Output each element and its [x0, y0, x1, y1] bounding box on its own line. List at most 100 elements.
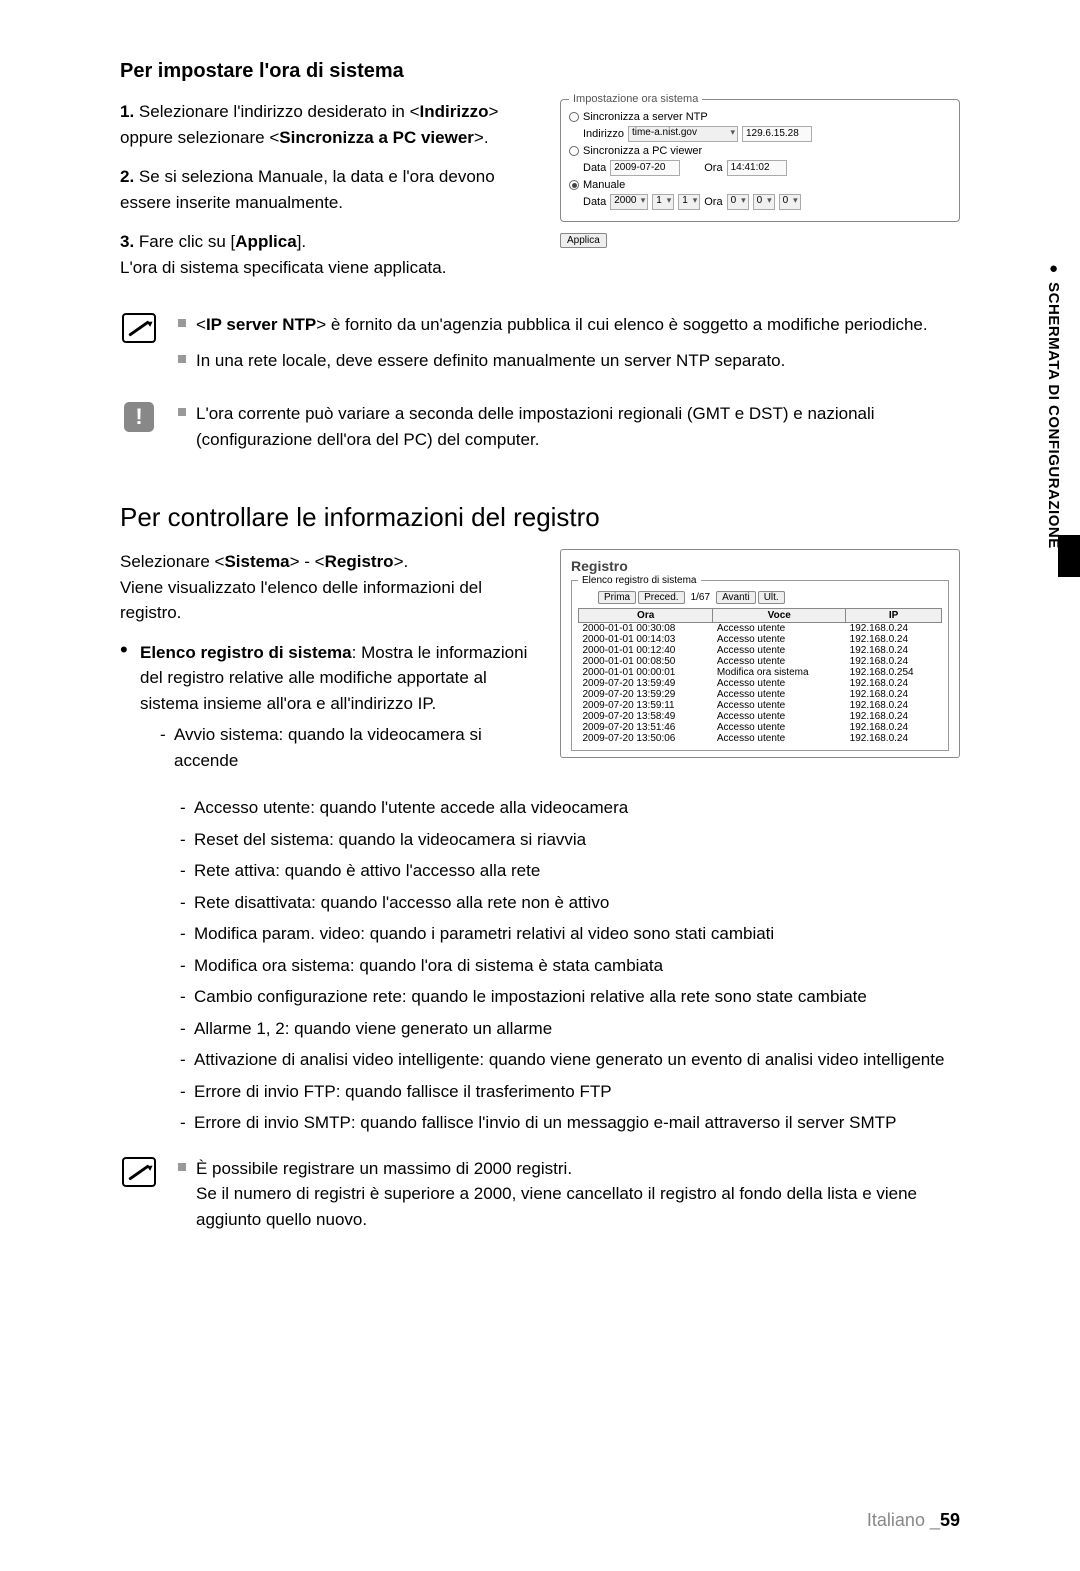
step1-e: >. [474, 128, 489, 147]
table-row: 2000-01-01 00:30:08Accesso utente192.168… [579, 623, 942, 635]
opt-pc: Sincronizza a PC viewer [583, 145, 702, 157]
note1-a: < [196, 315, 206, 334]
pencil-note-icon [120, 1156, 158, 1188]
opt-ntp: Sincronizza a server NTP [583, 111, 708, 123]
step3-b: Applica [235, 232, 296, 251]
cell-ip: 192.168.0.254 [846, 667, 942, 678]
m-time-label: Ora [704, 196, 722, 208]
table-row: 2009-07-20 13:59:11Accesso utente192.168… [579, 700, 942, 711]
intro-f: Viene visualizzato l'elenco delle inform… [120, 578, 482, 623]
table-row: 2009-07-20 13:59:29Accesso utente192.168… [579, 689, 942, 700]
pager-prima[interactable]: Prima [598, 591, 636, 604]
cell-ora: 2000-01-01 00:14:03 [579, 634, 713, 645]
note2-line1: L'ora corrente può variare a seconda del… [196, 401, 960, 452]
note-1: <IP server NTP> è fornito da un'agenzia … [120, 312, 960, 383]
note3-line2: Se il numero di registri è superiore a 2… [196, 1184, 917, 1229]
cell-ip: 192.168.0.24 [846, 623, 942, 635]
sidebar-marker [1058, 535, 1080, 577]
dash-3: Reset del sistema: quando la videocamera… [180, 827, 960, 853]
dash-2: Accesso utente: quando l'utente accede a… [180, 795, 960, 821]
bullet-elenco: Elenco registro di sistema: Mostra le in… [120, 640, 536, 774]
dash-12: Errore di invio SMTP: quando fallisce l'… [180, 1110, 960, 1136]
cell-ora: 2009-07-20 13:51:46 [579, 722, 713, 733]
cell-ip: 192.168.0.24 [846, 700, 942, 711]
note-3: È possibile registrare un massimo di 200… [120, 1156, 960, 1243]
pager-ult[interactable]: Ult. [758, 591, 785, 604]
addr-ip: 129.6.15.28 [742, 126, 812, 142]
col-ora: Ora [579, 609, 713, 623]
table-row: 2000-01-01 00:00:01Modifica ora sistema1… [579, 667, 942, 678]
step2-body: Se si seleziona Manuale, la data e l'ora… [120, 167, 495, 212]
section2-row: Selezionare <Sistema> - <Registro>. Vien… [120, 549, 960, 779]
note-2: ! L'ora corrente può variare a seconda d… [120, 401, 960, 462]
dash-list-cont: Accesso utente: quando l'utente accede a… [120, 795, 960, 1136]
dash-9: Allarme 1, 2: quando viene generato un a… [180, 1016, 960, 1042]
cell-voce: Accesso utente [713, 689, 846, 700]
intro-e: >. [394, 552, 409, 571]
pc-date: 2009-07-20 [610, 160, 680, 176]
dash-11: Errore di invio FTP: quando fallisce il … [180, 1079, 960, 1105]
table-row: 2000-01-01 00:12:40Accesso utente192.168… [579, 645, 942, 656]
addr-select[interactable]: time-a.nist.gov [628, 126, 738, 142]
pencil-note-icon [120, 312, 158, 344]
cell-voce: Accesso utente [713, 733, 846, 744]
step2-num: 2. [120, 167, 134, 186]
note1-b: IP server NTP [206, 315, 316, 334]
cell-ora: 2009-07-20 13:50:06 [579, 733, 713, 744]
table-row: 2000-01-01 00:08:50Accesso utente192.168… [579, 656, 942, 667]
step3-num: 3. [120, 232, 134, 251]
radio-ntp[interactable] [569, 112, 579, 122]
m-mon[interactable]: 1 [652, 194, 674, 210]
table-row: 2009-07-20 13:58:49Accesso utente192.168… [579, 711, 942, 722]
bullet-icon [178, 1163, 186, 1171]
cell-voce: Modifica ora sistema [713, 667, 846, 678]
intro-a: Selezionare < [120, 552, 224, 571]
m-s[interactable]: 0 [779, 194, 801, 210]
cell-ip: 192.168.0.24 [846, 656, 942, 667]
dash-1: Avvio sistema: quando la videocamera si … [160, 722, 536, 773]
registro-title: Registro [571, 558, 949, 574]
note1-line2: In una rete locale, deve essere definito… [196, 348, 785, 374]
cell-ora: 2000-01-01 00:30:08 [579, 623, 713, 635]
apply-button[interactable]: Applica [560, 233, 607, 248]
cell-ip: 192.168.0.24 [846, 733, 942, 744]
pager-avanti[interactable]: Avanti [716, 591, 756, 604]
table-row: 2009-07-20 13:59:49Accesso utente192.168… [579, 678, 942, 689]
m-m[interactable]: 0 [753, 194, 775, 210]
section1-text: 1. Selezionare l'indirizzo desiderato in… [120, 99, 536, 294]
cell-ora: 2000-01-01 00:00:01 [579, 667, 713, 678]
pager-page: 1/67 [691, 592, 710, 603]
m-h[interactable]: 0 [727, 194, 749, 210]
pager-preced[interactable]: Preced. [638, 591, 684, 604]
note1-c: > è fornito da un'agenzia pubblica il cu… [316, 315, 927, 334]
time-settings-panel: Impostazione ora sistema Sincronizza a s… [560, 99, 960, 294]
time-legend: Impostazione ora sistema [569, 93, 702, 105]
m-day[interactable]: 1 [678, 194, 700, 210]
sidebar-label: ● SCHERMATA DI CONFIGURAZIONE [1045, 260, 1062, 549]
cell-ip: 192.168.0.24 [846, 645, 942, 656]
step-1: 1. Selezionare l'indirizzo desiderato in… [120, 99, 536, 150]
cell-voce: Accesso utente [713, 634, 846, 645]
dash-8: Cambio configurazione rete: quando le im… [180, 984, 960, 1010]
dash-10: Attivazione di analisi video intelligent… [180, 1047, 960, 1073]
cell-voce: Accesso utente [713, 722, 846, 733]
step-2: 2. Se si seleziona Manuale, la data e l'… [120, 164, 536, 215]
radio-manual[interactable] [569, 180, 579, 190]
radio-pc[interactable] [569, 146, 579, 156]
table-row: 2000-01-01 00:14:03Accesso utente192.168… [579, 634, 942, 645]
section2-text: Selezionare <Sistema> - <Registro>. Vien… [120, 549, 536, 779]
step1-a: Selezionare l'indirizzo desiderato in < [139, 102, 420, 121]
intro-b: Sistema [224, 552, 289, 571]
cell-voce: Accesso utente [713, 678, 846, 689]
step3-d: L'ora di sistema specificata viene appli… [120, 258, 446, 277]
footer-page: 59 [940, 1510, 960, 1530]
m-year[interactable]: 2000 [610, 194, 648, 210]
step1-d: Sincronizza a PC viewer [279, 128, 474, 147]
section1-row: 1. Selezionare l'indirizzo desiderato in… [120, 99, 960, 294]
cell-ip: 192.168.0.24 [846, 689, 942, 700]
section1-title: Per impostare l'ora di sistema [120, 60, 960, 83]
page: Per impostare l'ora di sistema 1. Selezi… [0, 0, 1080, 1300]
dash-4: Rete attiva: quando è attivo l'accesso a… [180, 858, 960, 884]
cell-voce: Accesso utente [713, 656, 846, 667]
log-table: Ora Voce IP 2000-01-01 00:30:08Accesso u… [578, 608, 942, 744]
